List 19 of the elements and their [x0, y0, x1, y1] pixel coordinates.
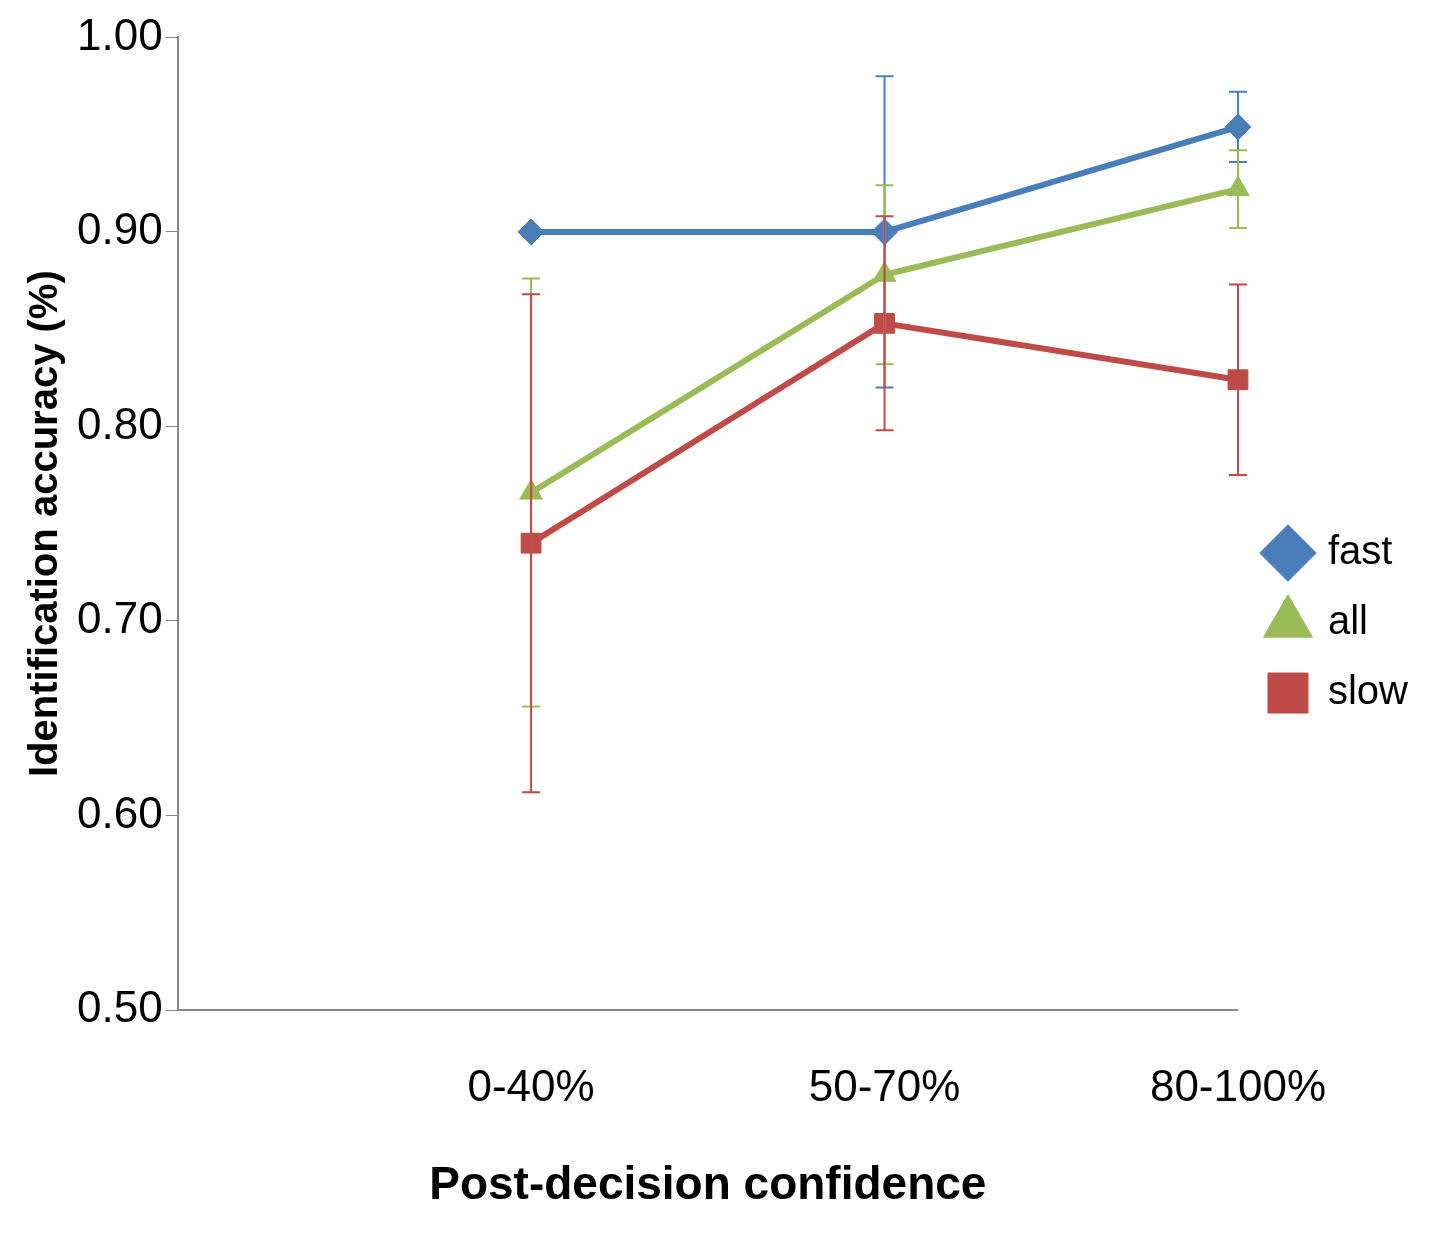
y-tick-label: 1.00 — [77, 9, 163, 59]
point — [1227, 369, 1249, 391]
x-tick-label: 0-40% — [467, 1060, 595, 1110]
legend-label: all — [1327, 598, 1369, 643]
y-tick-label: 0.90 — [77, 204, 163, 254]
y-tick-label: 0.60 — [77, 787, 163, 837]
x-tick-label: 80-100% — [1149, 1060, 1327, 1110]
x-axis-title: Post-decision confidence — [429, 1157, 987, 1210]
y-tick-label: 0.80 — [77, 398, 163, 448]
legend-label: fast — [1327, 528, 1393, 573]
point — [520, 532, 542, 554]
y-tick-label: 0.50 — [77, 982, 163, 1032]
point — [1224, 113, 1252, 141]
y-tick-label: 0.70 — [77, 593, 163, 643]
point — [517, 218, 545, 246]
x-tick-label: 50-70% — [808, 1060, 961, 1110]
point — [874, 312, 895, 334]
legend-label: slow — [1327, 668, 1409, 713]
y-axis-title: Identification accuracy (%) — [21, 270, 66, 778]
